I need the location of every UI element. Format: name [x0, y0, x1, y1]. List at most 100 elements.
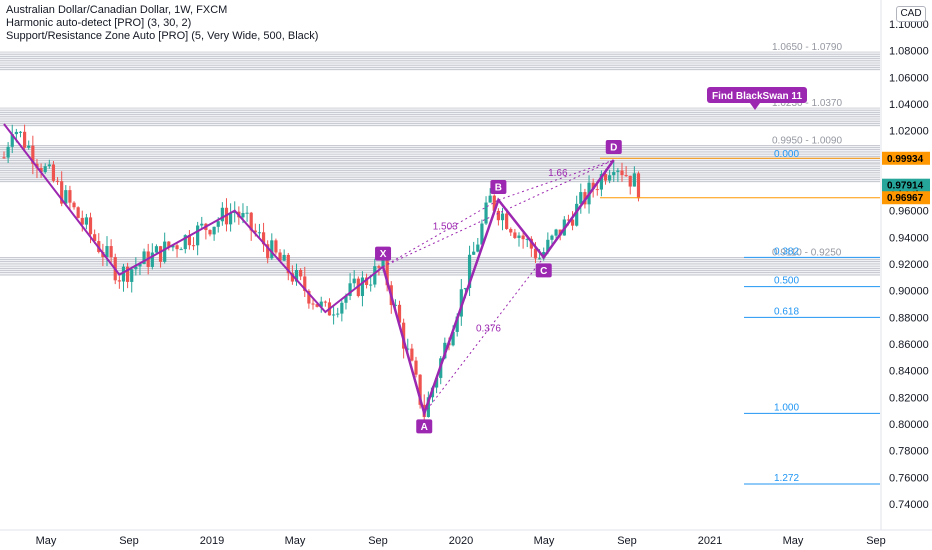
- price-tick-label: 0.82000: [889, 392, 929, 404]
- price-tick-label: 1.02000: [889, 126, 929, 138]
- candle-body: [538, 258, 542, 260]
- candle-body: [550, 235, 554, 240]
- candle-body: [418, 374, 422, 405]
- candle-body: [566, 219, 571, 221]
- fib-levels: 0.000 0.382 0.500 0.618 1.000 1.272: [744, 149, 880, 485]
- annotation-text: Find BlackSwan 11: [712, 91, 802, 102]
- candle-body: [64, 190, 68, 204]
- candle-body: [278, 252, 282, 261]
- candle-body: [55, 180, 60, 182]
- candle-body: [505, 213, 509, 229]
- price-tag-box: [882, 151, 930, 165]
- price-tick-label: 1.08000: [889, 46, 929, 58]
- candle-body: [467, 254, 472, 288]
- candle-body: [513, 232, 517, 238]
- candle-body: [31, 145, 35, 164]
- candle-body: [241, 212, 245, 218]
- annotation-bubble: [707, 87, 807, 103]
- currency-button[interactable]: CAD: [896, 6, 926, 22]
- price-tick-label: 0.86000: [889, 339, 929, 351]
- time-tick-label: May: [534, 535, 555, 547]
- candle-body: [463, 287, 468, 290]
- candle-body: [451, 331, 455, 346]
- candle-body: [303, 276, 307, 291]
- candle-body: [274, 240, 278, 253]
- price-tick-label: 0.92000: [889, 259, 929, 271]
- time-tick-label: May: [783, 535, 804, 547]
- pattern-point-marker: [490, 180, 507, 194]
- candle-body: [68, 190, 72, 203]
- candle-body: [294, 269, 299, 282]
- candle-body: [171, 245, 175, 248]
- candle-body: [167, 241, 171, 248]
- candle-body: [525, 238, 529, 240]
- candle-body: [492, 195, 496, 211]
- harmonic-pattern: 1.503 0.376 1.66 X A B C D: [3, 123, 622, 434]
- candle-body: [620, 170, 624, 176]
- candle-body: [93, 234, 97, 242]
- price-tick-label: 1.06000: [889, 72, 929, 84]
- candle-body: [216, 221, 220, 227]
- candle-body: [624, 175, 628, 177]
- sr-zone-label: 1.0650 - 1.0790: [772, 42, 842, 53]
- candle-body: [27, 145, 31, 148]
- price-tick-label: 0.90000: [889, 286, 929, 298]
- candle-body: [385, 255, 389, 286]
- price-tag-label: 0.99934: [887, 154, 924, 165]
- candle-body: [6, 146, 10, 158]
- candle-body: [480, 223, 484, 245]
- candle-body: [307, 290, 311, 304]
- time-tick-label: 2019: [200, 535, 224, 547]
- candle-body: [579, 192, 583, 204]
- pattern-point-label: X: [380, 249, 387, 260]
- candle-body: [80, 217, 84, 225]
- price-tag-label: 0.97914: [887, 181, 924, 192]
- candle-body: [187, 235, 191, 246]
- price-tick-label: 0.96000: [889, 206, 929, 218]
- candle-body: [488, 195, 492, 203]
- price-tick-label: 0.78000: [889, 446, 929, 458]
- candle-body: [138, 263, 142, 267]
- candle-body: [2, 157, 6, 159]
- time-axis[interactable]: May Sep 2019 May Sep 2020 May Sep 2021 May Sep: [0, 529, 932, 547]
- candle-body: [616, 170, 620, 172]
- candle-body: [360, 277, 365, 297]
- candle-body: [533, 248, 538, 259]
- harmonic-ratio-line: [382, 159, 614, 268]
- candle-body: [315, 304, 319, 307]
- candle-body: [348, 283, 352, 296]
- candle-body: [76, 207, 80, 218]
- candle-body: [500, 213, 505, 221]
- price-tick-label: 0.76000: [889, 472, 929, 484]
- harmonic-ratio-line: [498, 159, 614, 201]
- candle-body: [435, 377, 439, 388]
- candle-body: [212, 226, 216, 235]
- price-axis[interactable]: 1.100001.080001.060001.040001.020001.000…: [880, 0, 929, 530]
- harmonic-ratio-line: [382, 199, 499, 268]
- candle-body: [18, 131, 23, 133]
- time-tick-label: 2021: [698, 535, 722, 547]
- pattern-point-marker: [605, 140, 622, 154]
- sr-zone-band: [0, 145, 880, 164]
- price-tick-label: 0.94000: [889, 232, 929, 244]
- candle-body: [105, 246, 109, 257]
- candle-body: [60, 181, 64, 204]
- candle-body: [43, 166, 47, 173]
- candle-body: [546, 239, 550, 253]
- legend-title: Australian Dollar/Canadian Dollar, 1W, F…: [6, 4, 228, 16]
- candle-body: [261, 232, 266, 245]
- pattern-point-marker: [416, 419, 433, 434]
- harmonic-ratio-label: 1.503: [433, 221, 458, 232]
- pattern-point-label: B: [495, 183, 502, 194]
- time-tick-label: Sep: [368, 535, 388, 547]
- pattern-point-marker: [535, 263, 552, 278]
- candle-body: [393, 304, 397, 306]
- harmonic-legs: [381, 159, 615, 418]
- candle-body: [406, 348, 410, 350]
- sr-zones: 1.0650 - 1.0790 1.0230 - 1.0370 0.9950 - 1…: [0, 42, 880, 276]
- candle-body: [554, 229, 558, 236]
- candle-body: [121, 266, 126, 282]
- candle-body: [323, 301, 327, 303]
